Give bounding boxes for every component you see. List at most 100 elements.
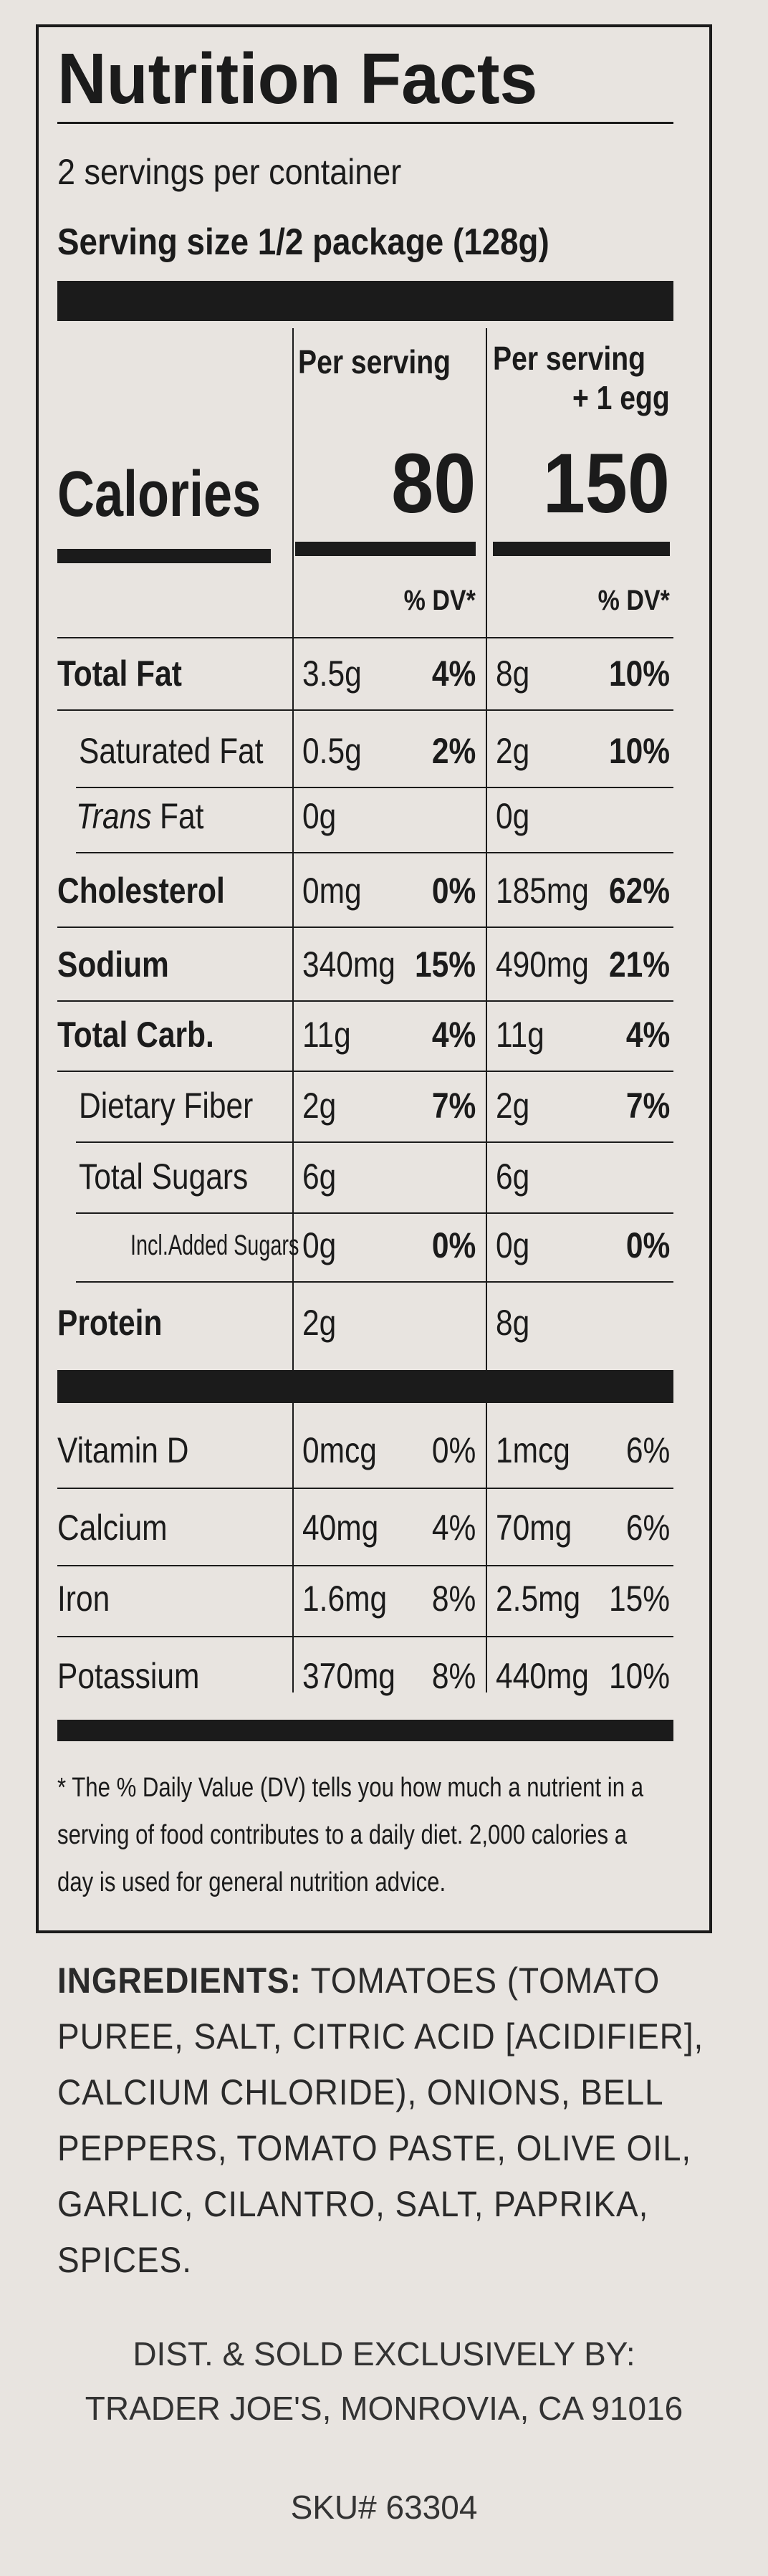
calories-bar bbox=[57, 549, 271, 563]
amount: 0g bbox=[302, 1225, 337, 1265]
vitamin-label: Vitamin D bbox=[57, 1430, 189, 1470]
vitamin-label: Iron bbox=[57, 1579, 110, 1619]
amount: 11g bbox=[302, 1015, 351, 1055]
thick-bar bbox=[57, 281, 673, 321]
amount: 70mg bbox=[496, 1508, 572, 1548]
nutrient-label: Total Carb. bbox=[57, 1015, 214, 1055]
ingredients: INGREDIENTS: TOMATOES (TOMATO PUREE, SAL… bbox=[57, 1953, 716, 2288]
servings-per-container: 2 servings per container bbox=[57, 152, 402, 192]
rule bbox=[57, 1636, 673, 1637]
calories-value: 150 bbox=[542, 436, 670, 531]
amount: 0mcg bbox=[302, 1430, 377, 1470]
amount: 2g bbox=[302, 1086, 337, 1126]
vitamin-label: Potassium bbox=[57, 1656, 200, 1696]
daily-value: 0% bbox=[431, 1430, 476, 1470]
dv-header: % DV* bbox=[597, 585, 670, 616]
rule bbox=[57, 1565, 673, 1566]
rule bbox=[57, 927, 673, 928]
amount: 0mg bbox=[302, 871, 362, 911]
amount: 2g bbox=[496, 731, 530, 771]
rule bbox=[76, 1141, 673, 1143]
amount: 0g bbox=[496, 1225, 530, 1265]
amount: 11g bbox=[496, 1015, 544, 1055]
amount: 0g bbox=[302, 796, 337, 836]
amount: 2.5mg bbox=[496, 1579, 581, 1619]
column-header: + 1 egg bbox=[572, 379, 670, 416]
nutrient-label: Cholesterol bbox=[57, 871, 225, 911]
nutrient-label: Protein bbox=[57, 1303, 163, 1343]
rule bbox=[76, 852, 673, 853]
ingredients-label: INGREDIENTS: bbox=[57, 1960, 302, 2001]
amount: 185mg bbox=[496, 871, 589, 911]
daily-value: 4% bbox=[625, 1015, 670, 1055]
daily-value: 4% bbox=[431, 653, 476, 694]
column-header: Per serving bbox=[298, 343, 451, 380]
daily-value: 7% bbox=[625, 1086, 670, 1126]
distributor-line: DIST. & SOLD EXCLUSIVELY BY: bbox=[133, 2335, 635, 2372]
rule bbox=[76, 787, 673, 788]
amount: 490mg bbox=[496, 944, 589, 985]
title: Nutrition Facts bbox=[57, 39, 538, 119]
daily-value: 6% bbox=[625, 1508, 670, 1548]
nutrient-label: Incl.Added Sugars bbox=[130, 1230, 299, 1261]
amount: 0.5g bbox=[302, 731, 362, 771]
column-divider bbox=[486, 328, 487, 1692]
daily-value: 2% bbox=[431, 731, 476, 771]
nutrient-label: Trans bbox=[76, 796, 152, 836]
daily-value: 10% bbox=[608, 653, 670, 694]
nutrient-label: Dietary Fiber bbox=[79, 1086, 254, 1126]
amount: 3.5g bbox=[302, 653, 362, 694]
amount: 440mg bbox=[496, 1656, 589, 1696]
daily-value: 62% bbox=[608, 871, 670, 911]
daily-value: 8% bbox=[431, 1656, 476, 1696]
daily-value: 15% bbox=[414, 944, 476, 985]
thick-bar bbox=[57, 1370, 673, 1403]
footnote: * The % Daily Value (DV) tells you how m… bbox=[57, 1773, 644, 1897]
rule bbox=[57, 122, 673, 124]
daily-value: 0% bbox=[625, 1225, 670, 1265]
rule bbox=[57, 1071, 673, 1072]
nutrient-label: Sodium bbox=[57, 944, 169, 985]
nutrient-label: Saturated Fat bbox=[79, 731, 264, 771]
daily-value: 7% bbox=[431, 1086, 476, 1126]
amount: 8g bbox=[496, 653, 530, 694]
calories-bar bbox=[493, 542, 670, 556]
amount: 8g bbox=[496, 1303, 530, 1343]
amount: 2g bbox=[302, 1303, 337, 1343]
nutrient-label: Total Sugars bbox=[79, 1157, 249, 1197]
daily-value: 0% bbox=[431, 871, 476, 911]
nutrient-label: Fat bbox=[160, 796, 204, 836]
amount: 340mg bbox=[302, 944, 395, 985]
amount: 0g bbox=[496, 796, 530, 836]
amount: 370mg bbox=[302, 1656, 395, 1696]
daily-value: 4% bbox=[431, 1015, 476, 1055]
rule bbox=[57, 709, 673, 711]
daily-value: 10% bbox=[608, 1656, 670, 1696]
distributor-line: TRADER JOE'S, MONROVIA, CA 91016 bbox=[85, 2390, 683, 2427]
nutrition-label bbox=[36, 24, 712, 1933]
nutrient-label: Total Fat bbox=[57, 653, 182, 694]
daily-value: 10% bbox=[608, 731, 670, 771]
daily-value: 21% bbox=[608, 944, 670, 985]
ingredients-text: TOMATOES (TOMATO PUREE, SALT, CITRIC ACI… bbox=[57, 1960, 704, 2280]
rule bbox=[57, 1000, 673, 1002]
calories-label: Calories bbox=[57, 459, 261, 530]
amount: 6g bbox=[302, 1157, 337, 1197]
calories-bar bbox=[295, 542, 476, 556]
daily-value: 4% bbox=[431, 1508, 476, 1548]
daily-value: 0% bbox=[431, 1225, 476, 1265]
thick-bar bbox=[57, 1720, 673, 1741]
sku: SKU# 63304 bbox=[290, 2489, 478, 2526]
rule bbox=[57, 637, 673, 638]
serving-size: Serving size 1/2 package (128g) bbox=[57, 221, 549, 263]
amount: 1.6mg bbox=[302, 1579, 388, 1619]
amount: 2g bbox=[496, 1086, 530, 1126]
daily-value: 6% bbox=[625, 1430, 670, 1470]
calories-value: 80 bbox=[390, 436, 476, 531]
amount: 6g bbox=[496, 1157, 530, 1197]
column-divider bbox=[292, 328, 294, 1692]
rule bbox=[76, 1212, 673, 1214]
daily-value: 15% bbox=[608, 1579, 670, 1619]
rule bbox=[57, 1488, 673, 1489]
amount: 1mcg bbox=[496, 1430, 570, 1470]
